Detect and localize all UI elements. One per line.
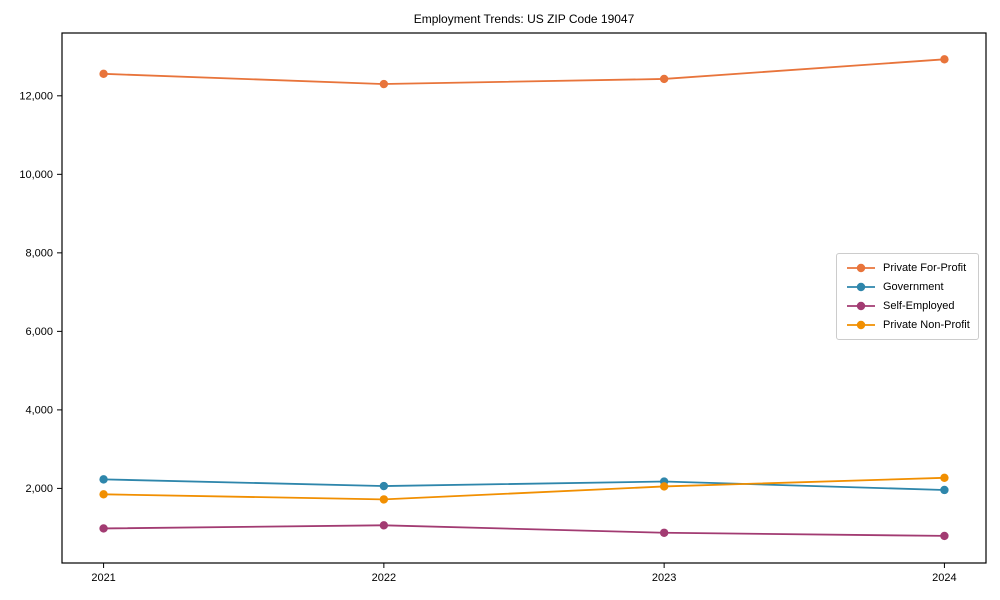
x-tick-label: 2023 [652,572,676,584]
y-tick-label: 8,000 [25,247,53,259]
data-point-private-for-profit-2022 [379,79,389,89]
legend-item-government: Government [846,280,970,294]
chart-title: Employment Trends: US ZIP Code 19047 [413,12,635,26]
legend-item-label: Private Non-Profit [883,319,970,331]
legend-item-self-employed: Self-Employed [846,299,970,313]
data-point-private-non-profit-2024 [940,473,949,483]
data-point-private-for-profit-2023 [659,74,669,84]
data-point-private-non-profit-2022 [379,495,389,504]
data-point-government-2021 [99,475,108,484]
data-point-private-for-profit-2021 [99,69,108,79]
x-tick-label: 2022 [372,572,396,584]
series-line-private-non-profit [103,476,945,501]
legend-marker-icon [847,320,875,330]
legend: Private For-Profit Government Self-Employe… [836,253,979,340]
legend-marker-icon [847,263,875,273]
y-tick-label: 12,000 [19,90,53,102]
y-tick-label: 4,000 [25,404,53,416]
data-point-private-non-profit-2023 [659,482,669,491]
legend-marker-icon [847,282,875,292]
plot-frame [61,32,987,564]
series-line-government [103,478,945,491]
data-point-self-employed-2022 [379,521,389,530]
legend-item-private-for-profit: Private For-Profit [846,261,970,275]
x-tick-label: 2024 [932,572,956,584]
legend-item-label: Government [883,281,944,293]
legend-item-private-non-profit: Private Non-Profit [846,318,970,332]
series-line-private-for-profit [103,58,945,85]
data-point-government-2022 [379,481,389,491]
data-point-private-non-profit-2021 [99,490,108,499]
y-tick-label: 2,000 [25,483,53,495]
legend-marker-icon [847,301,875,311]
x-tick-label: 2021 [91,572,115,584]
series-line-self-employed [103,524,945,537]
data-point-self-employed-2023 [659,528,669,537]
legend-item-label: Private For-Profit [883,262,967,274]
data-point-self-employed-2021 [99,524,108,533]
legend-item-label: Self-Employed [883,300,955,312]
data-point-private-for-profit-2024 [940,55,949,64]
data-point-self-employed-2024 [940,531,949,541]
y-tick-label: 6,000 [25,326,53,338]
data-point-government-2024 [940,485,949,495]
y-tick-label: 10,000 [19,169,53,181]
